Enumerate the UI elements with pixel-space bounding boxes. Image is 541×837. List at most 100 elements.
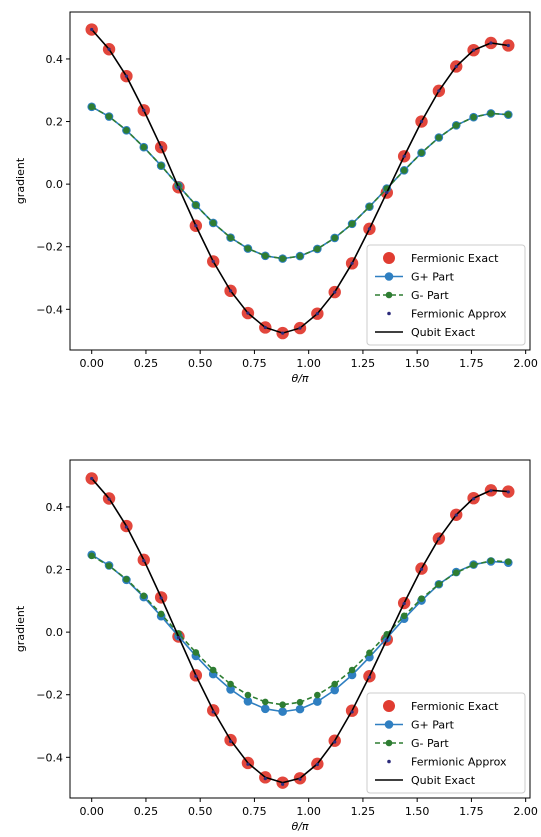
- point-fermionic-approx: [263, 325, 267, 330]
- x-tick-label: 1.75: [459, 805, 484, 818]
- y-tick-label: −0.4: [36, 303, 63, 316]
- y-tick-label: 0.0: [46, 626, 64, 639]
- x-tick-label: 1.25: [351, 805, 376, 818]
- point-g-part: [296, 252, 304, 260]
- x-tick-label: 2.00: [513, 357, 538, 370]
- point-g-part: [209, 219, 217, 227]
- series-fermionic-approx: [90, 476, 510, 786]
- legend-marker: [383, 252, 395, 264]
- point-fermionic-approx: [315, 762, 319, 767]
- legend-item-g-part: G- Part: [375, 289, 449, 302]
- point-fermionic-approx: [350, 710, 354, 714]
- y-tick-label: 0.4: [46, 53, 64, 66]
- legend-item-qubit-exact: Qubit Exact: [375, 326, 476, 339]
- point-g-part: [331, 234, 339, 242]
- x-tick-label: 2.00: [513, 805, 538, 818]
- chart-bottom: 0.00 0.25 0.50 0.75 1.00 1.25 1.50 1.75 2.00 −0.4…: [14, 459, 538, 833]
- point-g-part: [227, 234, 234, 241]
- point-g-part: [366, 203, 373, 210]
- legend-item-g-part: G+ Part: [375, 719, 455, 732]
- chart-top: 0.00 0.25 0.50 0.75 1.00 1.25 1.50 1.75 2.00 −0.4…: [14, 11, 538, 385]
- point-fermionic-approx: [402, 602, 406, 606]
- legend-label: G+ Part: [411, 719, 455, 732]
- point-g-part: [209, 666, 217, 674]
- y-tick-label: 0.4: [46, 501, 64, 514]
- point-g-part: [487, 557, 495, 565]
- point-g-part: [314, 245, 321, 253]
- point-fermionic-approx: [142, 108, 146, 112]
- point-fermionic-approx: [142, 559, 146, 563]
- legend-item-qubit-exact: Qubit Exact: [375, 774, 476, 787]
- point-fermionic-approx: [107, 47, 111, 51]
- point-g-part: [260, 704, 270, 714]
- y-axis-label: gradient: [14, 605, 27, 652]
- point-g-part: [400, 612, 408, 620]
- point-fermionic-approx: [454, 64, 458, 69]
- point-g-part: [278, 707, 287, 716]
- legend-label: Qubit Exact: [411, 326, 476, 339]
- x-tick-label: 1.25: [351, 357, 376, 370]
- legend-item-fermionic-exact: Fermionic Exact: [383, 252, 499, 265]
- point-fermionic-approx: [246, 311, 250, 315]
- x-tick-label: 1.75: [459, 357, 484, 370]
- point-g-part: [487, 110, 495, 117]
- point-fermionic-approx: [246, 762, 250, 766]
- point-g-part: [296, 698, 304, 706]
- point-g-part: [226, 685, 235, 694]
- point-g-part: [105, 562, 113, 570]
- point-g-part: [348, 220, 356, 228]
- point-fermionic-approx: [385, 190, 389, 195]
- y-tick-label: −0.2: [36, 241, 63, 254]
- x-tick-label: 1.50: [405, 805, 430, 818]
- x-tick-label: 0.00: [79, 805, 104, 818]
- point-g-part: [470, 561, 477, 569]
- legend-box: [366, 244, 526, 346]
- point-fermionic-approx: [124, 74, 129, 78]
- x-tick-label: 1.00: [296, 357, 321, 370]
- point-fermionic-approx: [367, 675, 372, 679]
- point-g-part: [366, 649, 373, 657]
- point-g-part: [452, 121, 460, 129]
- legend-box: [366, 692, 526, 794]
- point-g-part: [140, 143, 148, 151]
- point-g-part: [418, 149, 425, 157]
- point-fermionic-approx: [263, 776, 267, 781]
- legend-marker: [387, 311, 391, 316]
- point-fermionic-approx: [367, 227, 372, 231]
- legend-label: Fermionic Approx: [411, 756, 507, 769]
- x-axis-label: θ/π: [291, 372, 308, 385]
- point-fermionic-approx: [298, 777, 302, 781]
- x-tick-label: 0.75: [242, 805, 267, 818]
- legend: Fermionic Exact G+ Part G- Part Fermionic A…: [366, 244, 526, 346]
- point-fermionic-approx: [90, 27, 94, 32]
- x-tick-label: 0.50: [188, 357, 213, 370]
- point-fermionic-approx: [194, 674, 198, 678]
- point-fermionic-approx: [211, 710, 215, 714]
- point-fermionic-approx: [471, 497, 476, 501]
- point-g-part: [331, 680, 339, 688]
- x-tick-label: 0.75: [242, 357, 267, 370]
- point-g-part: [192, 201, 200, 209]
- point-g-part: [105, 113, 113, 120]
- point-g-part: [227, 680, 234, 688]
- point-fermionic-approx: [402, 154, 406, 158]
- point-fermionic-approx: [437, 537, 441, 541]
- point-fermionic-approx: [124, 525, 129, 529]
- point-fermionic-approx: [333, 290, 337, 294]
- point-g-part: [192, 649, 200, 656]
- point-g-part: [505, 111, 512, 118]
- y-axis-label: gradient: [14, 157, 27, 204]
- point-g-part: [123, 127, 130, 134]
- point-g-part: [505, 558, 512, 566]
- point-fermionic-approx: [228, 739, 233, 743]
- legend-marker: [387, 759, 391, 764]
- legend-marker: [384, 272, 394, 281]
- point-g-part: [140, 592, 148, 600]
- point-fermionic-approx: [506, 490, 510, 494]
- point-fermionic-approx: [419, 119, 424, 124]
- point-fermionic-approx: [437, 89, 441, 93]
- point-fermionic-approx: [419, 567, 424, 571]
- point-g-part: [347, 670, 357, 680]
- plot-frame: [69, 459, 531, 799]
- point-g-part: [88, 552, 95, 560]
